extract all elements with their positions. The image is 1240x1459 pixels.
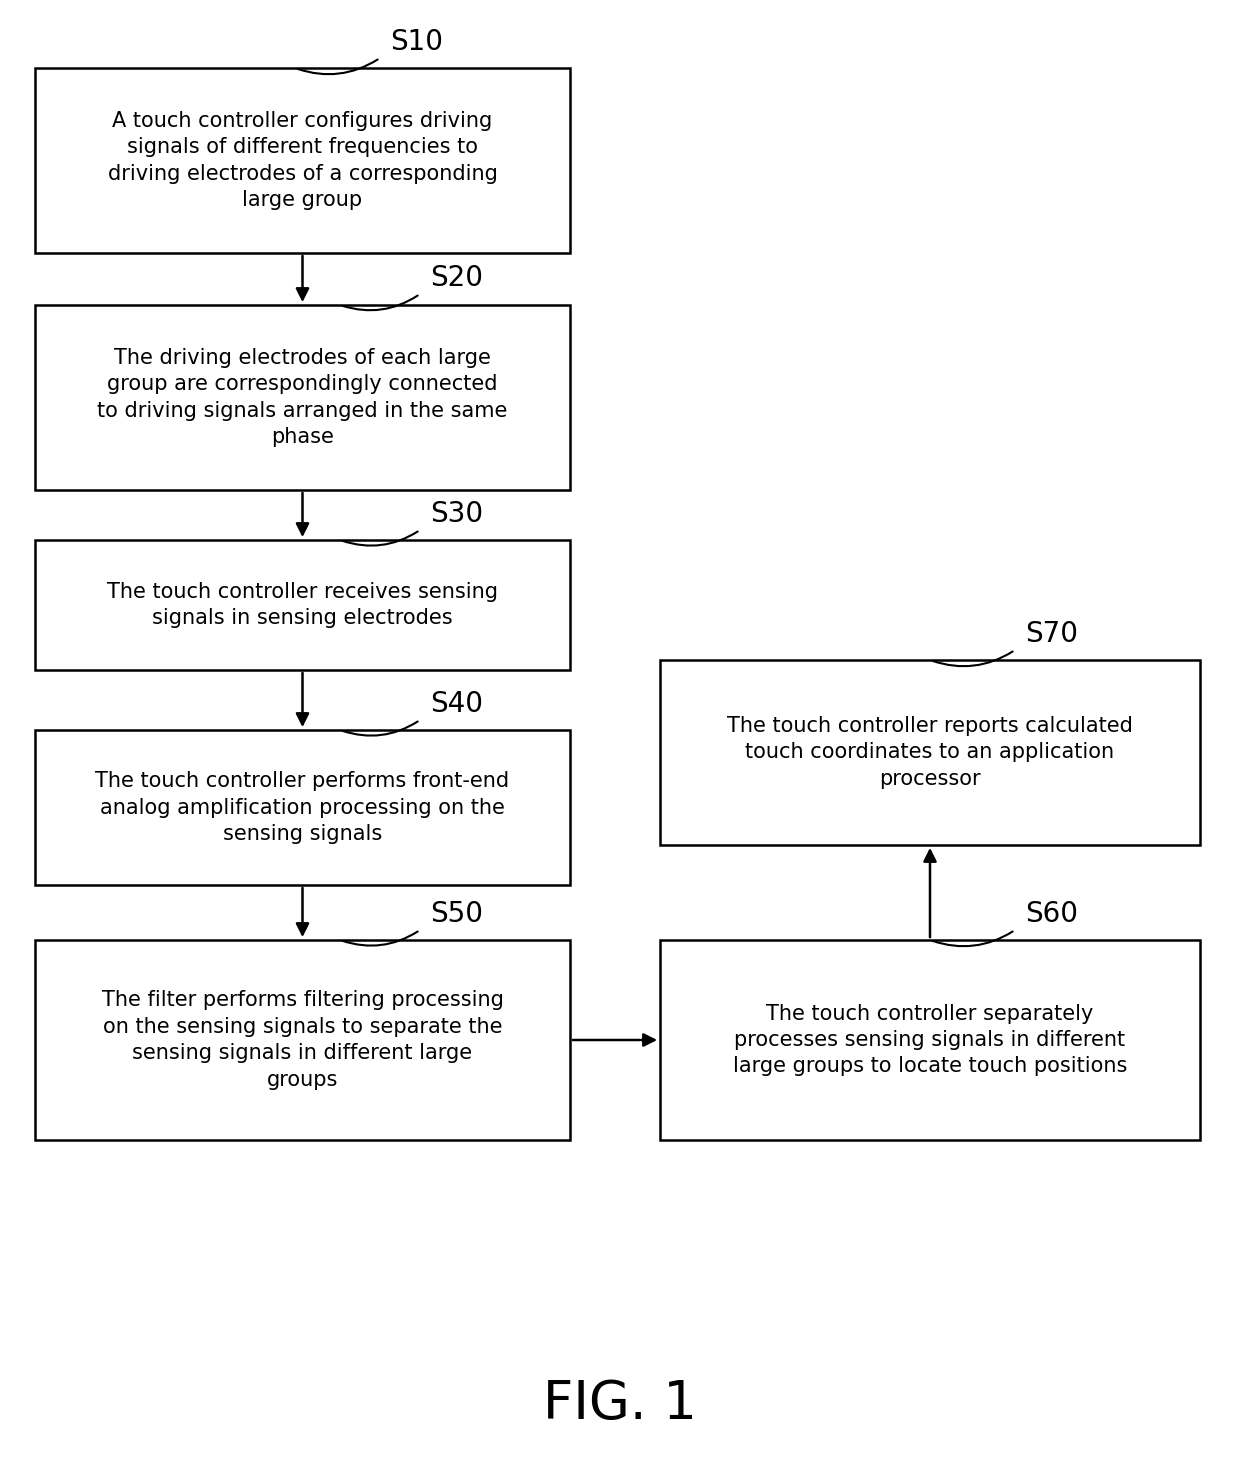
Text: FIG. 1: FIG. 1 (543, 1377, 697, 1430)
Text: The touch controller reports calculated
touch coordinates to an application
proc: The touch controller reports calculated … (727, 716, 1133, 789)
Text: S70: S70 (1025, 620, 1078, 648)
Text: The touch controller separately
processes sensing signals in different
large gro: The touch controller separately processe… (733, 1004, 1127, 1077)
Text: A touch controller configures driving
signals of different frequencies to
drivin: A touch controller configures driving si… (108, 111, 497, 210)
Text: S50: S50 (430, 900, 484, 928)
Text: The touch controller performs front-end
analog amplification processing on the
s: The touch controller performs front-end … (95, 772, 510, 843)
Bar (35, 69, 570, 252)
Text: S30: S30 (430, 500, 484, 528)
Bar (660, 659, 1200, 845)
Text: The touch controller receives sensing
signals in sensing electrodes: The touch controller receives sensing si… (107, 582, 498, 629)
Text: S40: S40 (430, 690, 484, 718)
Text: S60: S60 (1025, 900, 1078, 928)
Text: The filter performs filtering processing
on the sensing signals to separate the
: The filter performs filtering processing… (102, 991, 503, 1090)
Bar (35, 730, 570, 886)
Bar (35, 940, 570, 1139)
Bar (35, 305, 570, 490)
Text: S20: S20 (430, 264, 484, 292)
Text: S10: S10 (391, 28, 443, 55)
Bar (660, 940, 1200, 1139)
Bar (35, 540, 570, 670)
Text: The driving electrodes of each large
group are correspondingly connected
to driv: The driving electrodes of each large gro… (97, 347, 507, 446)
